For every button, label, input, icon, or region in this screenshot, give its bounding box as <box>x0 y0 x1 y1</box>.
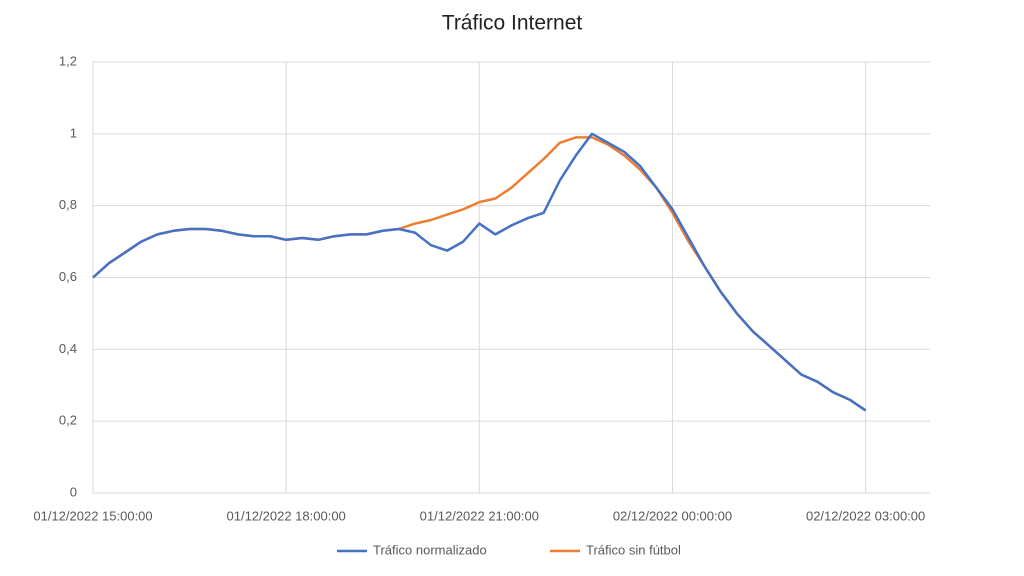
y-tick-label: 1 <box>70 125 77 140</box>
y-tick-label: 0,8 <box>59 197 77 212</box>
x-tick-label: 02/12/2022 03:00:00 <box>806 508 925 523</box>
chart-title: Tráfico Internet <box>442 12 583 35</box>
legend-label: Tráfico sin fútbol <box>586 542 681 557</box>
y-tick-label: 0,2 <box>59 413 77 428</box>
x-tick-label: 01/12/2022 15:00:00 <box>33 508 152 523</box>
y-tick-label: 0,6 <box>59 269 77 284</box>
x-tick-label: 01/12/2022 21:00:00 <box>420 508 539 523</box>
series-line <box>92 132 867 412</box>
y-tick-label: 0,4 <box>59 341 77 356</box>
x-tick-label: 02/12/2022 00:00:00 <box>613 508 732 523</box>
x-tick-label: 01/12/2022 18:00:00 <box>227 508 346 523</box>
y-tick-label: 1,2 <box>59 53 77 68</box>
y-tick-label: 0 <box>70 484 77 499</box>
legend-label: Tráfico normalizado <box>373 542 487 557</box>
